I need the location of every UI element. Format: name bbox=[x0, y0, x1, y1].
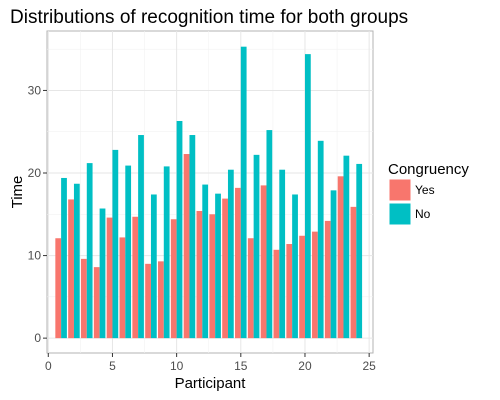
bar-yes-6 bbox=[119, 237, 126, 339]
bar-yes-1 bbox=[55, 238, 62, 339]
legend-swatch-no bbox=[388, 202, 412, 226]
x-tick-label: 5 bbox=[109, 359, 116, 373]
bar-no-7 bbox=[138, 135, 144, 339]
bar-no-13 bbox=[215, 193, 221, 339]
bar-no-4 bbox=[99, 208, 106, 339]
bar-no-19 bbox=[292, 194, 298, 339]
bar-no-16 bbox=[253, 154, 260, 339]
y-tick-label: 30 bbox=[28, 83, 42, 97]
bar-yes-7 bbox=[132, 216, 139, 339]
bar-no-12 bbox=[202, 184, 209, 339]
bar-yes-11 bbox=[183, 154, 190, 339]
bar-no-3 bbox=[86, 163, 93, 339]
bar-no-11 bbox=[189, 135, 196, 339]
y-tick-label: 0 bbox=[34, 331, 41, 345]
bar-no-17 bbox=[266, 130, 273, 339]
y-axis-ticks: 0 10 20 30 bbox=[28, 83, 47, 345]
bar-no-2 bbox=[73, 183, 80, 339]
chart-title: Distributions of recognition time for bo… bbox=[10, 7, 408, 28]
bar-yes-8 bbox=[145, 263, 151, 339]
bar-no-6 bbox=[125, 165, 132, 339]
legend-title: Congruency bbox=[388, 161, 469, 178]
y-axis-title: Time bbox=[9, 176, 26, 209]
x-tick-label: 15 bbox=[234, 359, 248, 373]
bar-yes-24 bbox=[350, 206, 357, 339]
bar-no-5 bbox=[112, 149, 119, 339]
bar-yes-3 bbox=[81, 258, 87, 339]
bar-no-15 bbox=[240, 46, 247, 339]
x-tick-label: 20 bbox=[298, 359, 312, 373]
bar-yes-23 bbox=[337, 176, 344, 339]
legend-swatch-yes bbox=[388, 178, 412, 202]
bar-yes-4 bbox=[93, 267, 100, 339]
bar-no-14 bbox=[227, 169, 234, 339]
bar-yes-14 bbox=[222, 198, 228, 339]
x-tick-label: 25 bbox=[362, 359, 376, 373]
bar-yes-5 bbox=[106, 217, 113, 339]
bar-yes-22 bbox=[324, 220, 331, 339]
bar-yes-13 bbox=[209, 214, 216, 339]
bar-yes-12 bbox=[196, 210, 203, 339]
x-tick-label: 0 bbox=[45, 359, 52, 373]
legend: Congruency Yes No bbox=[388, 161, 469, 226]
bar-no-10 bbox=[176, 120, 183, 339]
bar-no-20 bbox=[304, 54, 311, 339]
legend-label-yes: Yes bbox=[415, 183, 435, 197]
bar-no-22 bbox=[330, 190, 337, 339]
bar-no-18 bbox=[279, 169, 286, 339]
bar-yes-15 bbox=[235, 187, 241, 339]
x-axis-ticks: 0 5 10 15 20 25 bbox=[45, 353, 376, 373]
bar-yes-19 bbox=[286, 244, 293, 339]
bar-yes-16 bbox=[247, 238, 254, 339]
bar-no-1 bbox=[61, 177, 67, 339]
bar-yes-21 bbox=[312, 231, 318, 339]
bar-no-23 bbox=[343, 155, 350, 339]
bar-no-24 bbox=[356, 163, 363, 339]
bar-no-9 bbox=[163, 166, 170, 339]
y-tick-label: 20 bbox=[28, 166, 42, 180]
bar-yes-2 bbox=[68, 199, 74, 339]
bar-yes-18 bbox=[273, 249, 280, 339]
bar-yes-20 bbox=[299, 235, 305, 339]
x-tick-label: 10 bbox=[170, 359, 184, 373]
bar-yes-10 bbox=[170, 219, 177, 339]
bar-yes-17 bbox=[260, 185, 267, 339]
x-axis-title: Participant bbox=[175, 375, 247, 392]
y-tick-label: 10 bbox=[28, 249, 42, 263]
bar-no-8 bbox=[150, 194, 157, 339]
legend-label-no: No bbox=[415, 207, 431, 221]
bar-no-21 bbox=[317, 140, 324, 339]
bar-yes-9 bbox=[158, 261, 164, 339]
bars bbox=[55, 46, 363, 339]
